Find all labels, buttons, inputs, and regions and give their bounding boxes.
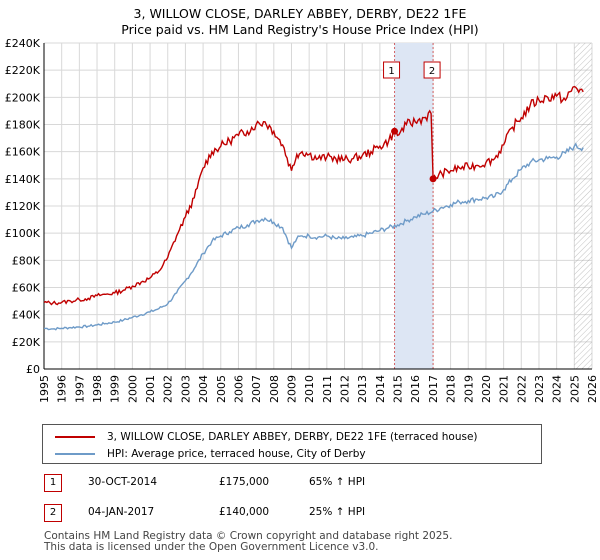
x-tick-label: 2025 bbox=[568, 375, 581, 403]
x-tick-label: 2005 bbox=[215, 375, 228, 403]
series-line-property bbox=[43, 85, 584, 306]
sale-point-1 bbox=[391, 127, 399, 135]
x-tick-label: 2002 bbox=[162, 375, 175, 403]
x-tick-label: 1997 bbox=[73, 375, 86, 403]
sale-hpi-2: 25% ↑ HPI bbox=[309, 506, 366, 518]
x-tick-label: 2001 bbox=[144, 375, 157, 403]
y-tick-label: £120K bbox=[5, 200, 41, 213]
legend-item-hpi: HPI: Average price, terraced house, City… bbox=[43, 445, 366, 463]
x-tick-label: 1996 bbox=[56, 375, 69, 403]
x-tick-label: 2012 bbox=[339, 375, 352, 403]
chart-sale-badge-label-2: 2 bbox=[429, 66, 435, 77]
sale-date-2: 04-JAN-2017 bbox=[88, 506, 155, 518]
chart-sale-badge-1 bbox=[383, 61, 401, 79]
x-tick-label: 1995 bbox=[38, 375, 51, 403]
chart-title-line1: 3, WILLOW CLOSE, DARLEY ABBEY, DERBY, DE… bbox=[133, 6, 467, 21]
legend-label-property: 3, WILLOW CLOSE, DARLEY ABBEY, DERBY, DE… bbox=[107, 431, 478, 443]
y-tick-label: £40K bbox=[12, 309, 41, 322]
sale-point-2 bbox=[429, 175, 437, 183]
x-tick-label: 2020 bbox=[480, 375, 493, 403]
footer: Contains HM Land Registry data © Crown c… bbox=[44, 531, 452, 553]
y-tick-label: £160K bbox=[5, 146, 41, 159]
y-tick-label: £100K bbox=[5, 227, 41, 240]
legend-swatch-hpi bbox=[55, 453, 95, 455]
x-tick-label: 2010 bbox=[303, 375, 316, 403]
x-tick-label: 2015 bbox=[392, 375, 405, 403]
footer-line2: This data is licensed under the Open Gov… bbox=[44, 541, 379, 553]
x-tick-label: 2017 bbox=[427, 375, 440, 403]
x-tick-label: 2011 bbox=[321, 375, 334, 403]
x-tick-label: 2007 bbox=[250, 375, 263, 403]
y-tick-label: £240K bbox=[5, 37, 41, 50]
x-tick-label: 2022 bbox=[515, 375, 528, 403]
y-tick-label: £140K bbox=[5, 173, 41, 186]
footer-line1: Contains HM Land Registry data © Crown c… bbox=[44, 530, 453, 542]
y-tick-label: £80K bbox=[12, 254, 41, 267]
y-tick-label: £180K bbox=[5, 119, 41, 132]
series-line-hpi bbox=[43, 142, 584, 331]
x-tick-label: 2003 bbox=[179, 375, 192, 403]
x-tick-label: 2014 bbox=[374, 375, 387, 403]
x-tick-label: 2026 bbox=[586, 375, 599, 403]
x-tick-label: 2004 bbox=[197, 375, 210, 403]
y-tick-label: £220K bbox=[5, 64, 41, 77]
sale-badge-2: 2 bbox=[44, 504, 62, 522]
x-tick-label: 2013 bbox=[356, 375, 369, 403]
future-hatch bbox=[574, 43, 592, 369]
x-tick-label: 2023 bbox=[533, 375, 546, 403]
x-tick-label: 2016 bbox=[409, 375, 422, 403]
x-tick-label: 2024 bbox=[551, 375, 564, 403]
price-chart: £0 £20K £40K £60K £80K £100K £120K £140K £160K £1… bbox=[5, 37, 599, 403]
chart-sale-badge-label-1: 1 bbox=[388, 66, 394, 77]
legend: 3, WILLOW CLOSE, DARLEY ABBEY, DERBY, DE… bbox=[42, 424, 542, 464]
y-tick-label: £20K bbox=[12, 336, 41, 349]
sale-badge-1: 1 bbox=[44, 474, 62, 492]
legend-swatch-property bbox=[55, 436, 95, 438]
x-tick-label: 2021 bbox=[498, 375, 511, 403]
x-tick-label: 2018 bbox=[445, 375, 458, 403]
chart-sale-badge-2 bbox=[423, 61, 441, 79]
sale-date-1: 30-OCT-2014 bbox=[88, 476, 157, 488]
x-tick-label: 2008 bbox=[268, 375, 281, 403]
x-tick-label: 2006 bbox=[232, 375, 245, 403]
legend-label-hpi: HPI: Average price, terraced house, City… bbox=[107, 448, 366, 460]
x-tick-label: 1998 bbox=[91, 375, 104, 403]
sale-price-2: £140,000 bbox=[219, 506, 270, 518]
y-tick-label: £200K bbox=[5, 91, 41, 104]
x-tick-label: 2000 bbox=[126, 375, 139, 403]
sale-price-1: £175,000 bbox=[219, 476, 270, 488]
legend-item-property: 3, WILLOW CLOSE, DARLEY ABBEY, DERBY, DE… bbox=[43, 428, 478, 446]
sale-hpi-1: 65% ↑ HPI bbox=[309, 476, 366, 488]
chart-title-line2: Price paid vs. HM Land Registry's House … bbox=[121, 22, 479, 37]
sale-period-shade bbox=[394, 43, 434, 369]
y-tick-label: £60K bbox=[12, 282, 41, 295]
y-tick-label: £0 bbox=[26, 363, 40, 376]
x-tick-label: 2009 bbox=[285, 375, 298, 403]
x-tick-label: 1999 bbox=[109, 375, 122, 403]
x-tick-label: 2019 bbox=[462, 375, 475, 403]
